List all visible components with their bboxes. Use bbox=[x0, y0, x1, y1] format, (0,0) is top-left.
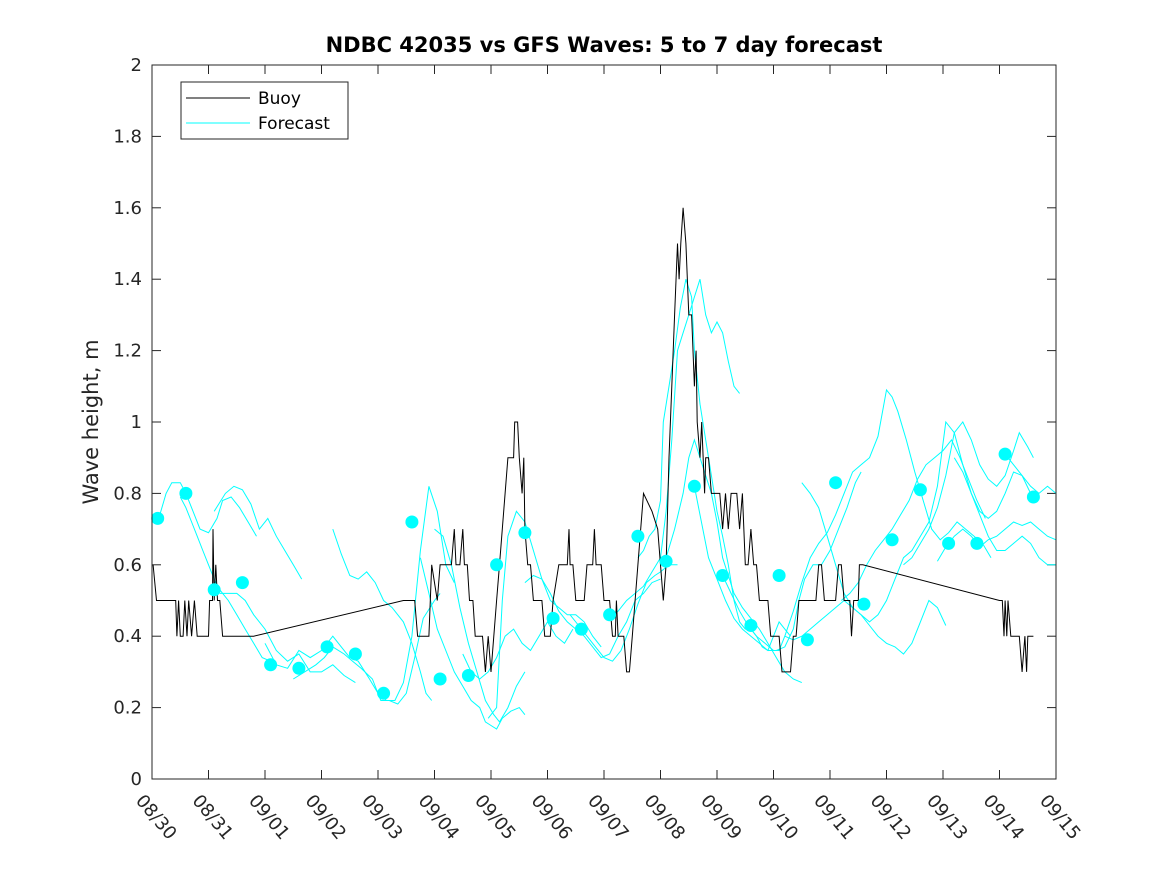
forecast-marker bbox=[151, 511, 165, 525]
forecast-marker bbox=[942, 536, 956, 550]
forecast-line bbox=[219, 592, 356, 684]
forecast-line bbox=[524, 574, 661, 659]
forecast-marker bbox=[998, 447, 1012, 461]
forecast-line bbox=[665, 438, 802, 684]
forecast-marker bbox=[518, 526, 532, 540]
forecast-line bbox=[953, 457, 1056, 566]
y-tick-label: 2 bbox=[131, 55, 142, 76]
forecast-line bbox=[434, 528, 526, 723]
plot-area bbox=[152, 65, 1056, 779]
forecast-line bbox=[569, 564, 678, 662]
forecast-marker bbox=[574, 622, 588, 636]
forecast-marker bbox=[744, 619, 758, 632]
forecast-line bbox=[213, 485, 303, 580]
y-axis-label: Wave height, m bbox=[79, 339, 103, 504]
y-tick-label: 0.2 bbox=[113, 698, 142, 719]
forecast-marker bbox=[490, 558, 504, 572]
axes-box bbox=[151, 64, 1057, 780]
forecast-marker bbox=[348, 647, 362, 661]
forecast-line bbox=[609, 279, 740, 619]
y-tick-label: 1.8 bbox=[113, 126, 142, 147]
forecast-line bbox=[801, 420, 1032, 623]
forecast-line bbox=[1004, 453, 1057, 495]
forecast-marker bbox=[772, 569, 786, 582]
y-tick-label: 1.4 bbox=[113, 269, 142, 290]
forecast-marker bbox=[603, 608, 617, 622]
forecast-line bbox=[462, 620, 574, 680]
forecast-marker bbox=[631, 529, 645, 543]
legend-label-buoy: Buoy bbox=[258, 89, 301, 109]
forecast-marker bbox=[857, 597, 871, 611]
forecast-line bbox=[840, 438, 986, 601]
forecast-line bbox=[157, 482, 257, 537]
forecast-marker bbox=[829, 476, 843, 490]
forecast-marker bbox=[235, 576, 249, 590]
forecast-marker bbox=[179, 486, 193, 500]
y-tick-labels: 0 0.2 0.4 0.6 0.8 1 1.2 1.4 1.6 1.8 2 bbox=[113, 55, 142, 790]
forecast-line bbox=[722, 388, 992, 651]
forecast-marker bbox=[913, 483, 927, 497]
forecast-line bbox=[419, 557, 526, 730]
legend-box bbox=[180, 81, 349, 140]
buoy-line bbox=[152, 207, 1034, 673]
forecast-marker bbox=[970, 536, 984, 550]
forecast-line bbox=[637, 279, 791, 652]
chart-title: NDBC 42035 vs GFS Waves: 5 to 7 day fore… bbox=[326, 33, 883, 57]
forecast-marker bbox=[433, 672, 447, 686]
y-tick-label: 0.4 bbox=[113, 626, 142, 647]
legend: Buoy Forecast bbox=[180, 81, 349, 140]
forecast-line bbox=[293, 593, 441, 705]
forecast-marker bbox=[546, 611, 560, 625]
forecast-marker bbox=[264, 658, 278, 672]
forecast-marker bbox=[207, 583, 221, 597]
forecast-marker bbox=[885, 533, 899, 547]
forecast-line bbox=[903, 421, 1034, 566]
y-tick-label: 0.8 bbox=[113, 483, 142, 504]
forecast-marker bbox=[1026, 490, 1040, 504]
legend-label-forecast: Forecast bbox=[258, 114, 330, 134]
forecast-marker bbox=[405, 515, 419, 529]
series-layer bbox=[151, 207, 1057, 730]
forecast-line bbox=[264, 486, 455, 701]
forecast-marker bbox=[659, 554, 673, 568]
forecast-marker bbox=[320, 640, 334, 654]
forecast-marker bbox=[800, 633, 814, 647]
forecast-line bbox=[936, 521, 1057, 562]
forecast-marker bbox=[716, 569, 730, 582]
y-tick-label: 0 bbox=[131, 769, 142, 790]
y-tick-label: 1.6 bbox=[113, 198, 142, 219]
forecast-line bbox=[784, 599, 947, 655]
forecast-marker bbox=[461, 669, 475, 682]
forecast-marker bbox=[687, 479, 701, 493]
y-tick-label: 1 bbox=[131, 412, 142, 433]
y-tick-label: 1.2 bbox=[113, 341, 142, 362]
forecast-marker bbox=[292, 661, 306, 675]
forecast-marker bbox=[377, 686, 391, 700]
y-tick-label: 0.6 bbox=[113, 555, 142, 576]
